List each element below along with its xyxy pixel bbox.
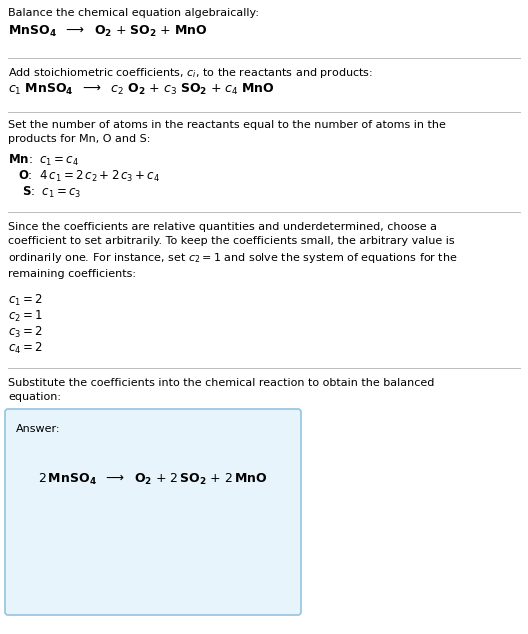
Text: Substitute the coefficients into the chemical reaction to obtain the balanced
eq: Substitute the coefficients into the che… <box>8 378 435 402</box>
Text: $c_3 = 2$: $c_3 = 2$ <box>8 325 43 340</box>
Text: $c_4 = 2$: $c_4 = 2$ <box>8 341 43 356</box>
Text: Since the coefficients are relative quantities and underdetermined, choose a
coe: Since the coefficients are relative quan… <box>8 222 458 279</box>
FancyBboxPatch shape <box>5 409 301 615</box>
Text: $c_1$ $\mathbf{MnSO_4}$  $\longrightarrow$  $c_2$ $\mathbf{O_2}$ + $c_3$ $\mathb: $c_1$ $\mathbf{MnSO_4}$ $\longrightarrow… <box>8 82 275 97</box>
Text: Answer:: Answer: <box>16 424 61 434</box>
Text: $\mathbf{O}$:  $4\,c_1 = 2\,c_2 + 2\,c_3 + c_4$: $\mathbf{O}$: $4\,c_1 = 2\,c_2 + 2\,c_3 … <box>18 169 160 184</box>
Text: $c_2 = 1$: $c_2 = 1$ <box>8 309 43 324</box>
Text: Set the number of atoms in the reactants equal to the number of atoms in the
pro: Set the number of atoms in the reactants… <box>8 120 446 144</box>
Text: $\mathbf{Mn}$:  $c_1 = c_4$: $\mathbf{Mn}$: $c_1 = c_4$ <box>8 153 79 168</box>
Text: $c_1 = 2$: $c_1 = 2$ <box>8 293 43 308</box>
Text: Add stoichiometric coefficients, $c_i$, to the reactants and products:: Add stoichiometric coefficients, $c_i$, … <box>8 66 373 80</box>
Text: $2\,\mathbf{MnSO_4}$  $\longrightarrow$  $\mathbf{O_2}$ + $2\,\mathbf{SO_2}$ + $: $2\,\mathbf{MnSO_4}$ $\longrightarrow$ $… <box>38 472 268 487</box>
Text: $\mathbf{S}$:  $c_1 = c_3$: $\mathbf{S}$: $c_1 = c_3$ <box>22 185 81 200</box>
Text: $\mathbf{MnSO_4}$  $\longrightarrow$  $\mathbf{O_2}$ + $\mathbf{SO_2}$ + $\mathb: $\mathbf{MnSO_4}$ $\longrightarrow$ $\ma… <box>8 24 208 39</box>
Text: Balance the chemical equation algebraically:: Balance the chemical equation algebraica… <box>8 8 259 18</box>
